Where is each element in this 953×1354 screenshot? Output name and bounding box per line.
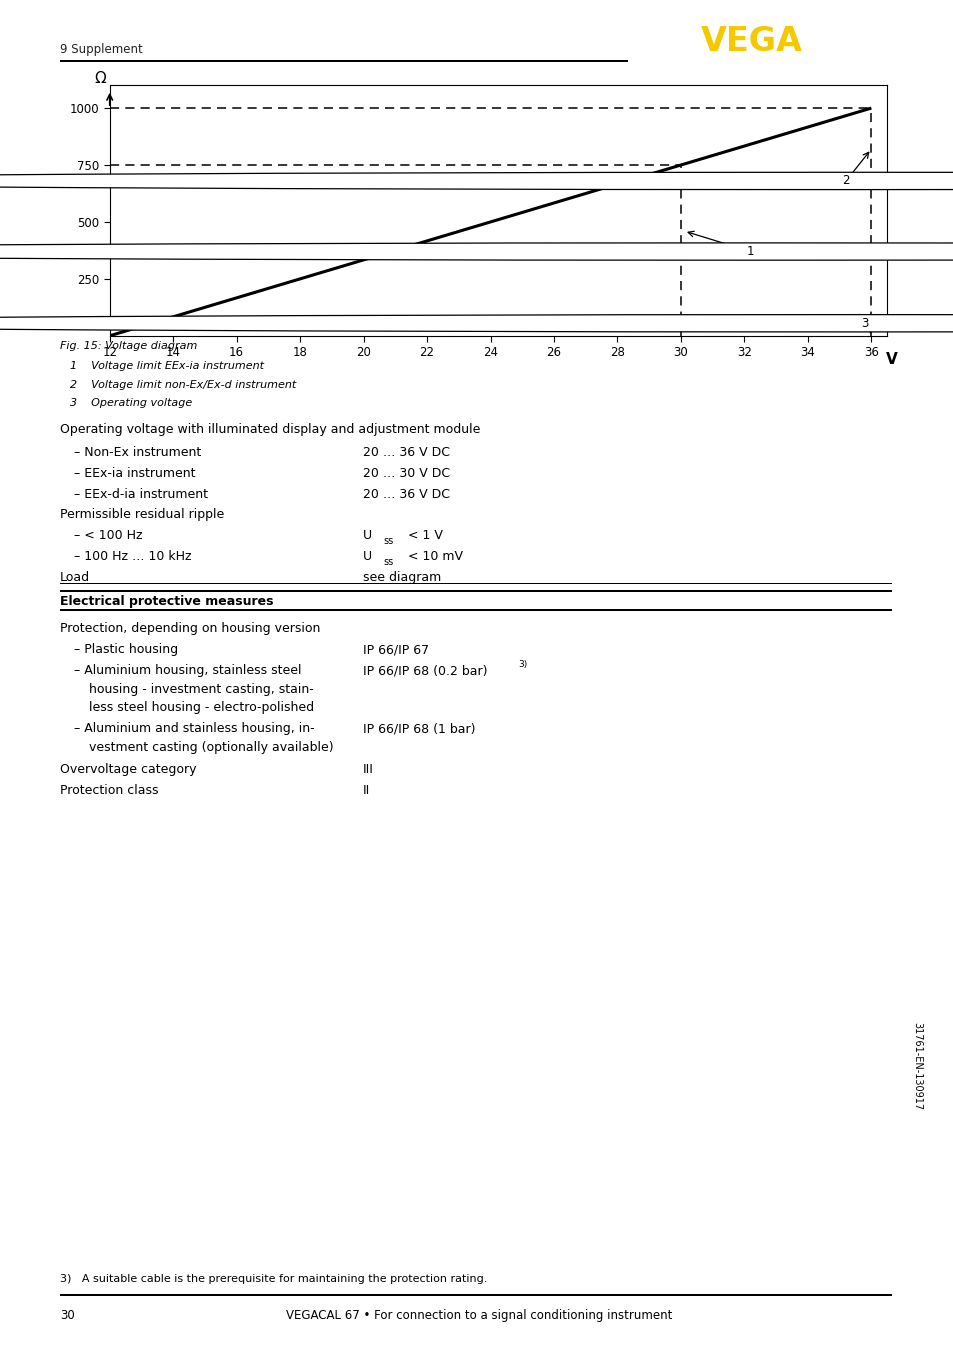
Text: ss: ss <box>383 536 394 546</box>
Text: see diagram: see diagram <box>362 571 440 585</box>
Text: 3): 3) <box>517 661 527 669</box>
Text: 3: 3 <box>861 317 868 330</box>
Text: Fig. 15: Voltage diagram: Fig. 15: Voltage diagram <box>60 341 197 351</box>
Text: Permissible residual ripple: Permissible residual ripple <box>60 509 224 521</box>
Text: VEGACAL 67 • For connection to a signal conditioning instrument: VEGACAL 67 • For connection to a signal … <box>286 1309 672 1322</box>
Text: – Non-Ex instrument: – Non-Ex instrument <box>74 445 201 459</box>
Text: ss: ss <box>383 558 394 567</box>
Text: 30: 30 <box>60 1309 74 1322</box>
Text: Protection class: Protection class <box>60 784 158 796</box>
Text: vestment casting (optionally available): vestment casting (optionally available) <box>89 741 333 754</box>
Text: 1    Voltage limit EEx-ia instrument: 1 Voltage limit EEx-ia instrument <box>70 362 263 371</box>
Text: – 100 Hz … 10 kHz: – 100 Hz … 10 kHz <box>74 551 192 563</box>
Text: U: U <box>362 551 372 563</box>
Text: housing - investment casting, stain-: housing - investment casting, stain- <box>89 682 314 696</box>
Text: 3    Operating voltage: 3 Operating voltage <box>70 398 192 408</box>
Circle shape <box>0 172 953 190</box>
Text: 2: 2 <box>841 175 849 187</box>
Text: 9 Supplement: 9 Supplement <box>60 43 143 57</box>
Text: 20 … 36 V DC: 20 … 36 V DC <box>362 487 449 501</box>
Text: Overvoltage category: Overvoltage category <box>60 762 196 776</box>
Text: Load: Load <box>60 571 91 585</box>
Text: II: II <box>362 784 370 796</box>
Text: 20 … 36 V DC: 20 … 36 V DC <box>362 445 449 459</box>
Text: IP 66/IP 68 (0.2 bar): IP 66/IP 68 (0.2 bar) <box>362 665 487 677</box>
Text: – < 100 Hz: – < 100 Hz <box>74 529 143 543</box>
Text: – Plastic housing: – Plastic housing <box>74 643 178 657</box>
Text: Ω: Ω <box>94 72 106 87</box>
Text: Protection, depending on housing version: Protection, depending on housing version <box>60 623 320 635</box>
Text: – Aluminium and stainless housing, in-: – Aluminium and stainless housing, in- <box>74 722 314 735</box>
Text: III: III <box>362 762 373 776</box>
Text: Operating voltage with illuminated display and adjustment module: Operating voltage with illuminated displ… <box>60 424 480 436</box>
Text: VEGA: VEGA <box>700 26 802 58</box>
Text: V: V <box>885 352 897 367</box>
Circle shape <box>0 314 953 332</box>
Text: 31761-EN-130917: 31761-EN-130917 <box>912 1022 922 1110</box>
Text: 3)   A suitable cable is the prerequisite for maintaining the protection rating.: 3) A suitable cable is the prerequisite … <box>60 1274 487 1284</box>
Text: Electrical protective measures: Electrical protective measures <box>60 596 274 608</box>
Text: 20 … 30 V DC: 20 … 30 V DC <box>362 467 449 479</box>
Text: 2    Voltage limit non-Ex/Ex-d instrument: 2 Voltage limit non-Ex/Ex-d instrument <box>70 379 295 390</box>
Text: < 10 mV: < 10 mV <box>408 551 463 563</box>
Text: IP 66/IP 67: IP 66/IP 67 <box>362 643 428 657</box>
Text: U: U <box>362 529 372 543</box>
Text: less steel housing - electro-polished: less steel housing - electro-polished <box>89 701 314 714</box>
Text: < 1 V: < 1 V <box>408 529 443 543</box>
Text: 1: 1 <box>746 245 754 259</box>
Text: – Aluminium housing, stainless steel: – Aluminium housing, stainless steel <box>74 665 301 677</box>
Circle shape <box>0 242 953 260</box>
Text: – EEx-ia instrument: – EEx-ia instrument <box>74 467 195 479</box>
Text: IP 66/IP 68 (1 bar): IP 66/IP 68 (1 bar) <box>362 722 475 735</box>
Text: – EEx-d-ia instrument: – EEx-d-ia instrument <box>74 487 208 501</box>
